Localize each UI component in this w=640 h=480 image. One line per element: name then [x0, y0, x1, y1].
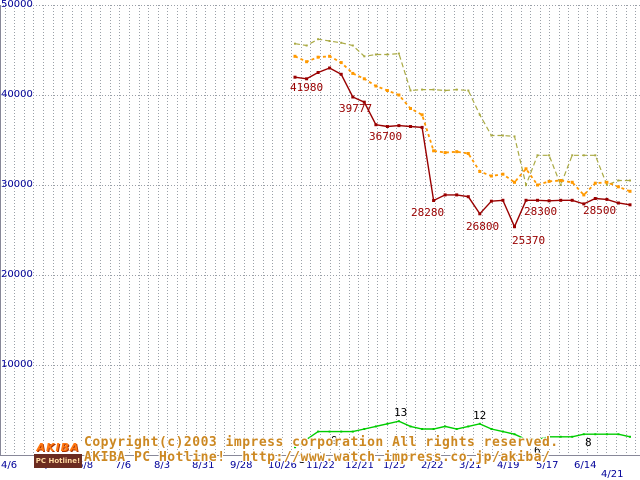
series-markers-average-price	[293, 54, 632, 197]
series-markers-lowest-price	[293, 66, 632, 229]
series-line-lowest-price	[294, 67, 631, 229]
series-markers-shop-count	[294, 420, 631, 449]
series-line-shop-count	[294, 420, 631, 448]
series-line-average-price	[294, 55, 631, 197]
akiba-logo-text: AKIBA	[34, 441, 82, 454]
x-axis-end-label: 4/21	[601, 469, 624, 480]
copyright-text: Copyright(c)2003 impress corporation All…	[84, 435, 559, 450]
series-line-highest-price	[294, 38, 630, 188]
site-url-text: AKIBA PC Hotline! http://www.watch.impre…	[84, 450, 551, 465]
akiba-pc-hotline-logo: AKIBA PC Hotline!	[34, 441, 82, 468]
series-markers-highest-price	[294, 38, 631, 186]
pc-hotline-logo-text: PC Hotline!	[34, 454, 82, 468]
